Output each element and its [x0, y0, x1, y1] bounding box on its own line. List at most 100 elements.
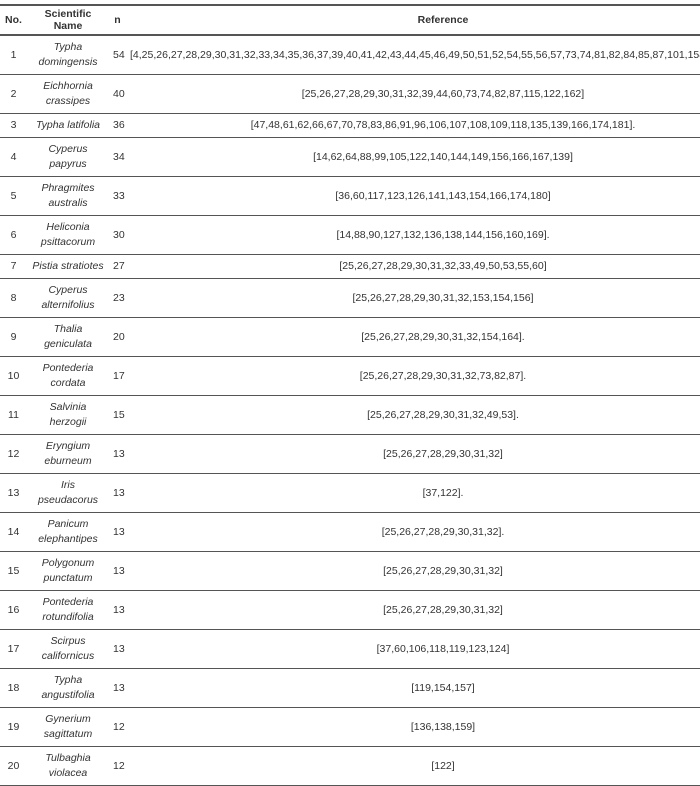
count: 34 — [109, 137, 126, 177]
count: 13 — [109, 590, 126, 630]
table-row: 2 Eichhornia crassipes 40 [25,26,27,28,29,3… — [0, 74, 700, 114]
count: 20 — [109, 317, 126, 357]
reference[interactable]: [25,26,27,28,29,30,31,32] — [126, 551, 700, 591]
row-number: 19 — [0, 707, 27, 747]
reference[interactable]: [25,26,27,28,29,30,31,32,39,44,60,73,74,… — [126, 74, 700, 114]
row-number: 16 — [0, 590, 27, 630]
count: 33 — [109, 176, 126, 216]
reference[interactable]: [25,26,27,28,29,30,31,32] — [126, 590, 700, 630]
table-row: 1 Typha domingensis 54 [4,25,26,27,28,29,30… — [0, 35, 700, 75]
header-no: No. — [0, 5, 27, 36]
reference[interactable]: [14,62,64,88,99,105,122,140,144,149,156,… — [126, 137, 700, 177]
reference[interactable]: [36,60,117,123,126,141,143,154,166,174,1… — [126, 176, 700, 216]
row-number: 2 — [0, 74, 27, 114]
table-row: 7 Pistia stratiotes 27 [25,26,27,28,29,30,3… — [0, 254, 700, 279]
scientific-name: Salvinia herzogii — [27, 395, 109, 435]
table-row: 6 Heliconia psittacorum 30 [14,88,90,127,13… — [0, 215, 700, 255]
count: 13 — [109, 512, 126, 552]
row-number: 11 — [0, 395, 27, 435]
scientific-name: Scirpus californicus — [27, 629, 109, 669]
table-row: 15 Polygonum punctatum 13 [25,26,27,28,29,3… — [0, 551, 700, 591]
reference[interactable]: [25,26,27,28,29,30,31,32]. — [126, 512, 700, 552]
table-row: 5 Phragmites australis 33 [36,60,117,123,12… — [0, 176, 700, 216]
header-n: n — [109, 5, 126, 36]
scientific-name: Typha latifolia — [27, 113, 109, 138]
scientific-name: Typha domingensis — [27, 35, 109, 75]
scientific-name: Pontederia rotundifolia — [27, 590, 109, 630]
count: 27 — [109, 254, 126, 279]
scientific-name: Tulbaghia violacea — [27, 746, 109, 786]
reference[interactable]: [122] — [126, 746, 700, 786]
count: 13 — [109, 434, 126, 474]
count: 12 — [109, 746, 126, 786]
table-row: 8 Cyperus alternifolius 23 [25,26,27,28,29,… — [0, 278, 700, 318]
reference[interactable]: [119,154,157] — [126, 668, 700, 708]
scientific-name: Pistia stratiotes — [27, 254, 109, 279]
scientific-name: Heliconia psittacorum — [27, 215, 109, 255]
header-reference: Reference — [126, 5, 700, 36]
scientific-name: Cyperus papyrus — [27, 137, 109, 177]
scientific-name: Typha angustifolia — [27, 668, 109, 708]
row-number: 20 — [0, 746, 27, 786]
scientific-name: Cyperus alternifolius — [27, 278, 109, 318]
table-row: 4 Cyperus papyrus 34 [14,62,64,88,99,105,12… — [0, 137, 700, 177]
reference[interactable]: [37,60,106,118,119,123,124] — [126, 629, 700, 669]
reference[interactable]: [25,26,27,28,29,30,31,32,153,154,156] — [126, 278, 700, 318]
table-row: 3 Typha latifolia 36 [47,48,61,62,66,67,70,… — [0, 113, 700, 138]
row-number: 13 — [0, 473, 27, 513]
reference[interactable]: [47,48,61,62,66,67,70,78,83,86,91,96,106… — [126, 113, 700, 138]
count: 12 — [109, 707, 126, 747]
reference[interactable]: [14,88,90,127,132,136,138,144,156,160,16… — [126, 215, 700, 255]
table-row: 10 Pontederia cordata 17 [25,26,27,28,29,30… — [0, 356, 700, 396]
table-row: 18 Typha angustifolia 13 [119,154,157] — [0, 668, 700, 708]
table-row: 12 Eryngium eburneum 13 [25,26,27,28,29,30,… — [0, 434, 700, 474]
row-number: 4 — [0, 137, 27, 177]
count: 13 — [109, 473, 126, 513]
table-row: 13 Iris pseudacorus 13 [37,122]. — [0, 473, 700, 513]
row-number: 3 — [0, 113, 27, 138]
row-number: 1 — [0, 35, 27, 75]
table-row: 20 Tulbaghia violacea 12 [122] — [0, 746, 700, 786]
count: 13 — [109, 551, 126, 591]
count: 13 — [109, 629, 126, 669]
row-number: 18 — [0, 668, 27, 708]
header-scientific-name: Scientific Name — [27, 5, 109, 36]
scientific-name: Iris pseudacorus — [27, 473, 109, 513]
reference[interactable]: [37,122]. — [126, 473, 700, 513]
row-number: 8 — [0, 278, 27, 318]
count: 13 — [109, 668, 126, 708]
row-number: 17 — [0, 629, 27, 669]
scientific-name: Gynerium sagittatum — [27, 707, 109, 747]
count: 36 — [109, 113, 126, 138]
row-number: 5 — [0, 176, 27, 216]
scientific-name: Pontederia cordata — [27, 356, 109, 396]
species-table: No. Scientific Name n Reference 1 Typha d… — [0, 4, 700, 786]
species-table-container: No. Scientific Name n Reference 1 Typha d… — [0, 4, 700, 786]
reference[interactable]: [25,26,27,28,29,30,31,32,49,53]. — [126, 395, 700, 435]
scientific-name: Phragmites australis — [27, 176, 109, 216]
count: 40 — [109, 74, 126, 114]
row-number: 10 — [0, 356, 27, 396]
table-row: 16 Pontederia rotundifolia 13 [25,26,27,28,… — [0, 590, 700, 630]
row-number: 6 — [0, 215, 27, 255]
table-row: 19 Gynerium sagittatum 12 [136,138,159] — [0, 707, 700, 747]
reference[interactable]: [25,26,27,28,29,30,31,32] — [126, 434, 700, 474]
table-row: 14 Panicum elephantipes 13 [25,26,27,28,29,… — [0, 512, 700, 552]
row-number: 14 — [0, 512, 27, 552]
row-number: 9 — [0, 317, 27, 357]
scientific-name: Eryngium eburneum — [27, 434, 109, 474]
reference[interactable]: [4,25,26,27,28,29,30,31,32,33,34,35,36,3… — [126, 35, 700, 75]
reference[interactable]: [25,26,27,28,29,30,31,32,154,164]. — [126, 317, 700, 357]
scientific-name: Eichhornia crassipes — [27, 74, 109, 114]
count: 30 — [109, 215, 126, 255]
table-row: 17 Scirpus californicus 13 [37,60,106,118,1… — [0, 629, 700, 669]
reference[interactable]: [25,26,27,28,29,30,31,32,33,49,50,53,55,… — [126, 254, 700, 279]
reference[interactable]: [25,26,27,28,29,30,31,32,73,82,87]. — [126, 356, 700, 396]
row-number: 7 — [0, 254, 27, 279]
reference[interactable]: [136,138,159] — [126, 707, 700, 747]
count: 23 — [109, 278, 126, 318]
row-number: 12 — [0, 434, 27, 474]
scientific-name: Polygonum punctatum — [27, 551, 109, 591]
count: 15 — [109, 395, 126, 435]
scientific-name: Panicum elephantipes — [27, 512, 109, 552]
